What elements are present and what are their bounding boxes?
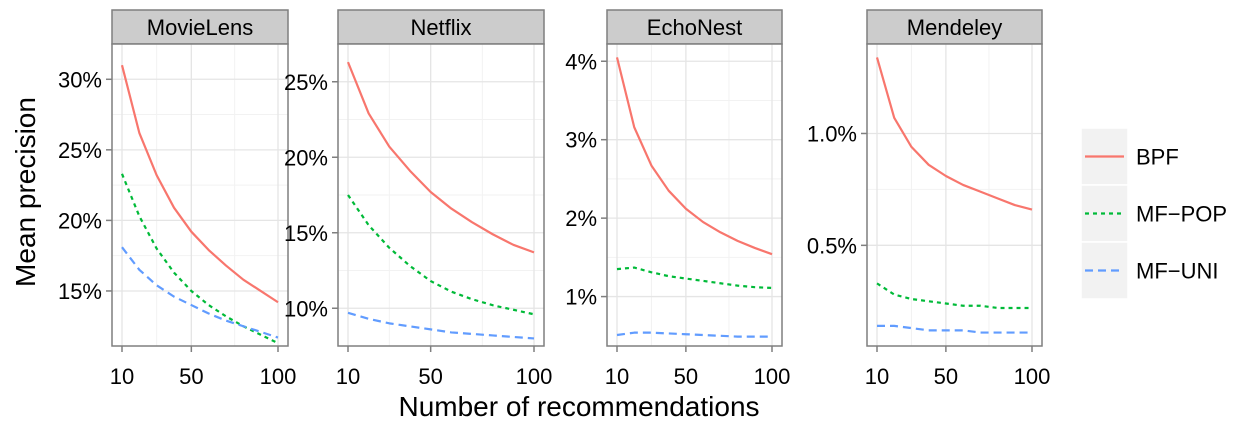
x-tick-label: 10 — [865, 364, 889, 389]
y-tick-label: 1.0% — [807, 121, 857, 146]
panel-border — [111, 43, 289, 347]
series-line-mf-uni — [121, 246, 279, 339]
legend-item-mf-uni: MF−UNI — [1080, 241, 1219, 300]
y-tick-label: 4% — [565, 49, 597, 74]
x-tick-label: 50 — [179, 364, 203, 389]
series-line-bpf — [346, 61, 535, 254]
plot-background — [112, 44, 288, 346]
facet-strip — [866, 9, 1043, 45]
panel-border — [606, 43, 783, 347]
plot-background — [867, 44, 1042, 346]
series-line-bpf — [875, 57, 1033, 211]
facet-title: EchoNest — [647, 15, 742, 40]
series-line-mf-pop — [876, 282, 1032, 310]
legend-label: BPF — [1136, 145, 1179, 170]
y-tick-label: 2% — [565, 206, 597, 231]
series-line-mf-pop — [616, 266, 773, 290]
panel-movielens: MovieLens 15% 20% 25% 30% 10 50 100 — [58, 9, 297, 389]
legend-label: MF−POP — [1136, 202, 1227, 227]
x-tick-label: 50 — [674, 364, 698, 389]
panel-mendeley: Mendeley 0.5% 1.0% 10 50 100 — [807, 9, 1051, 389]
facet-strip — [606, 9, 783, 45]
panel-netflix: Netflix 10% 15% 20% 25% 10 50 100 — [284, 9, 553, 389]
x-tick-label: 10 — [605, 364, 629, 389]
legend-item-mf-pop: MF−POP — [1080, 184, 1227, 243]
x-axis-title: Number of recommendations — [398, 391, 759, 421]
facet-title: Netflix — [410, 15, 471, 40]
x-tick-label: 100 — [754, 364, 791, 389]
panel-border — [337, 43, 545, 347]
y-tick-label: 3% — [565, 128, 597, 153]
x-tick-label: 10 — [336, 364, 360, 389]
y-tick-label: 10% — [284, 296, 328, 321]
y-axis-title: Mean precision — [10, 97, 41, 287]
panel-echonest: EchoNest 1% 2% 3% 4% 10 50 100 — [565, 9, 791, 389]
facet-title: MovieLens — [147, 15, 253, 40]
facet-strip — [337, 9, 545, 45]
y-tick-label: 20% — [58, 208, 102, 233]
series-line-bpf — [615, 57, 773, 256]
series-line-mf-pop — [347, 194, 535, 316]
facet-title: Mendeley — [907, 15, 1002, 40]
series-line-bpf — [120, 64, 279, 304]
legend: BPF MF−POP MF−UNI — [1080, 127, 1227, 300]
y-tick-label: 0.5% — [807, 233, 857, 258]
y-tick-label: 25% — [284, 70, 328, 95]
y-tick-label: 15% — [58, 279, 102, 304]
y-tick-label: 25% — [58, 138, 102, 163]
plot-background — [607, 44, 782, 346]
x-tick-label: 100 — [260, 364, 297, 389]
panels-layer: MovieLens 15% 20% 25% 30% 10 50 100 Netflix 10% 15… — [58, 9, 1051, 389]
legend-label: MF−UNI — [1136, 259, 1219, 284]
series-line-mf-uni — [347, 311, 535, 340]
legend-item-bpf: BPF — [1080, 127, 1179, 186]
x-tick-label: 100 — [1014, 364, 1051, 389]
x-tick-label: 100 — [516, 364, 553, 389]
series-line-mf-pop — [120, 173, 279, 345]
panel-border — [866, 43, 1043, 347]
y-tick-label: 30% — [58, 67, 102, 92]
x-tick-label: 50 — [934, 364, 958, 389]
x-tick-label: 10 — [110, 364, 134, 389]
y-tick-label: 20% — [284, 145, 328, 170]
y-tick-label: 1% — [565, 285, 597, 310]
y-tick-label: 15% — [284, 221, 328, 246]
facet-strip — [111, 9, 289, 45]
x-tick-label: 50 — [418, 364, 442, 389]
